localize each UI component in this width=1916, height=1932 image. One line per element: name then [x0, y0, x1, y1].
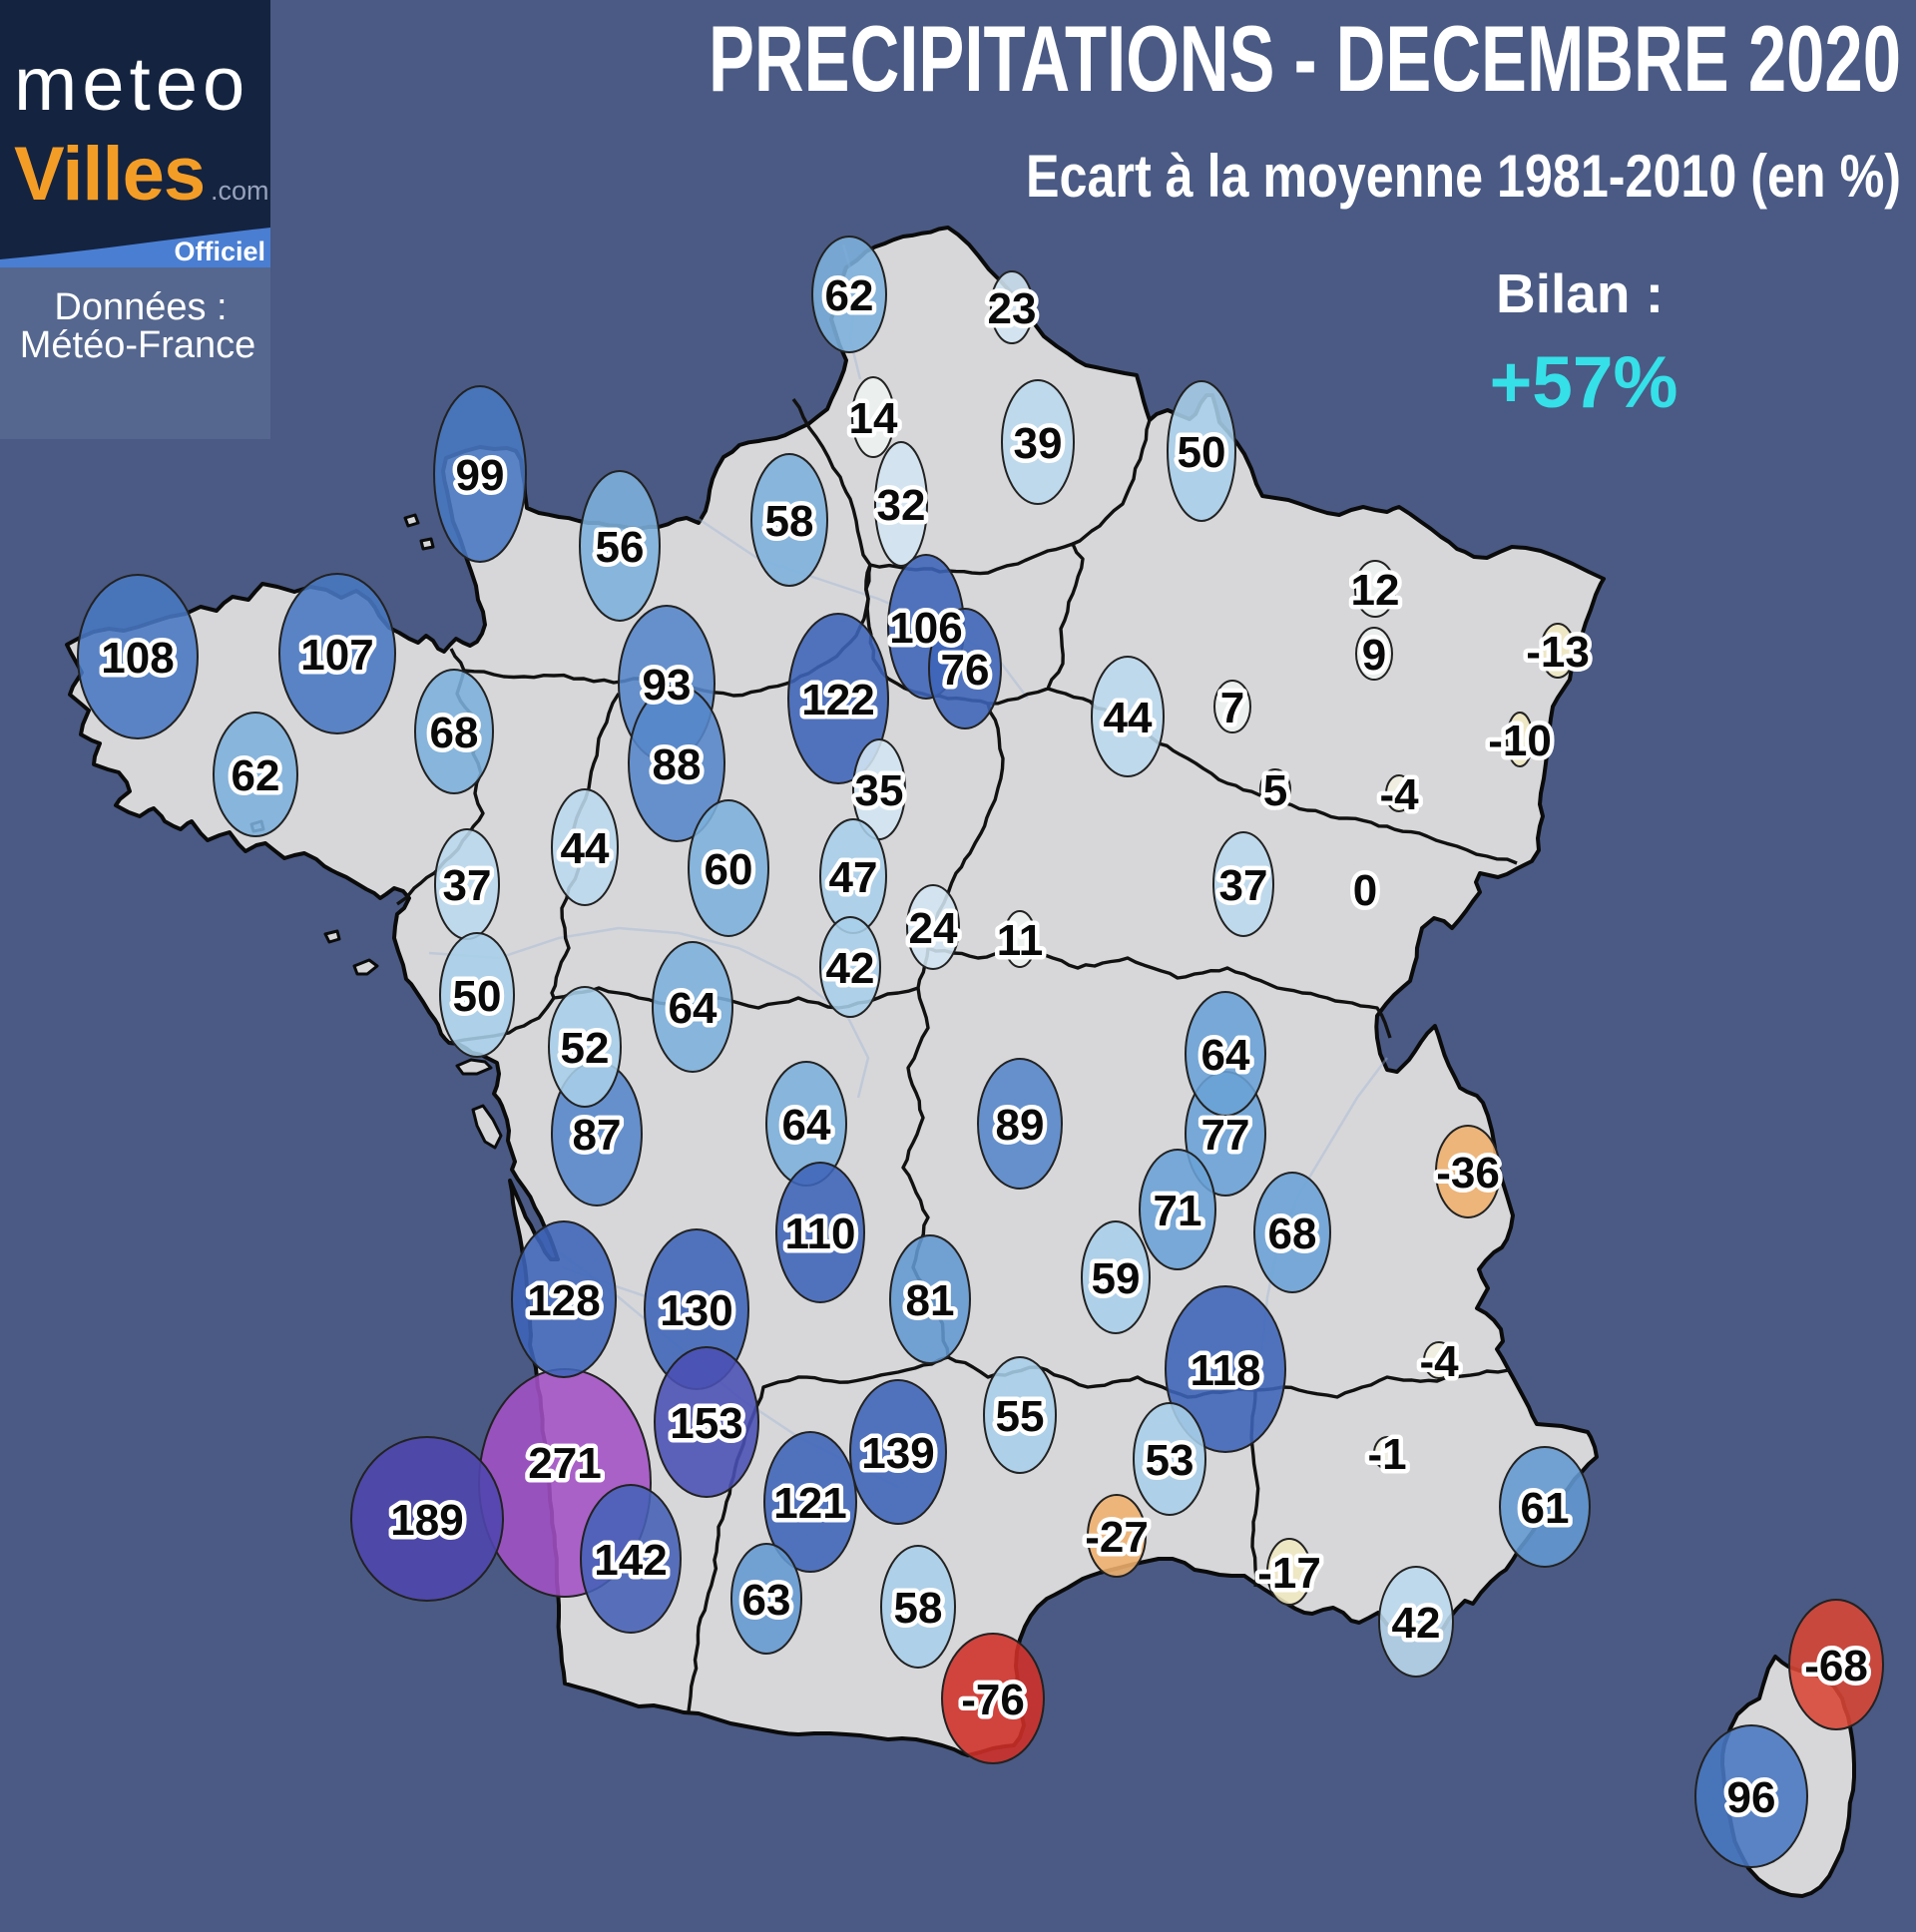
- svg-text:77: 77: [1201, 1111, 1250, 1160]
- svg-text:81: 81: [906, 1276, 955, 1325]
- svg-text:11: 11: [997, 916, 1044, 965]
- svg-text:68: 68: [430, 709, 479, 757]
- svg-text:139: 139: [861, 1429, 934, 1478]
- svg-text:24: 24: [909, 904, 958, 953]
- svg-text:.com: .com: [211, 176, 269, 206]
- svg-text:39: 39: [1014, 419, 1063, 468]
- svg-text:Officiel: Officiel: [174, 237, 265, 266]
- svg-text:108: 108: [101, 634, 174, 683]
- svg-text:88: 88: [653, 740, 702, 789]
- svg-text:47: 47: [829, 853, 878, 902]
- svg-text:42: 42: [826, 944, 875, 993]
- svg-text:Données :: Données :: [54, 286, 227, 328]
- svg-text:32: 32: [877, 481, 926, 530]
- svg-text:89: 89: [996, 1101, 1045, 1150]
- svg-text:63: 63: [742, 1576, 791, 1625]
- svg-text:Météo-France: Météo-France: [20, 324, 256, 366]
- svg-text:9: 9: [1362, 631, 1386, 680]
- svg-text:5: 5: [1263, 766, 1287, 815]
- svg-text:-4: -4: [1379, 770, 1419, 819]
- svg-text:0: 0: [1353, 866, 1377, 915]
- svg-text:37: 37: [443, 861, 492, 910]
- svg-text:44: 44: [561, 824, 610, 873]
- svg-text:Ecart à la moyenne 1981-2010 (: Ecart à la moyenne 1981-2010 (en %): [1026, 143, 1901, 210]
- svg-text:37: 37: [1219, 861, 1268, 910]
- svg-text:+57%: +57%: [1490, 342, 1678, 423]
- svg-text:128: 128: [527, 1276, 600, 1325]
- svg-text:meteo: meteo: [14, 42, 249, 127]
- svg-text:76: 76: [941, 646, 990, 695]
- svg-text:107: 107: [300, 631, 373, 680]
- svg-text:-36: -36: [1436, 1149, 1500, 1198]
- svg-text:118: 118: [1191, 1346, 1261, 1395]
- svg-text:64: 64: [1201, 1031, 1250, 1080]
- svg-text:35: 35: [855, 766, 904, 815]
- svg-text:93: 93: [643, 661, 692, 710]
- svg-text:106: 106: [889, 604, 962, 653]
- svg-text:14: 14: [849, 394, 898, 443]
- svg-text:271: 271: [528, 1439, 601, 1488]
- svg-text:-17: -17: [1257, 1549, 1321, 1598]
- svg-text:-10: -10: [1488, 717, 1552, 765]
- svg-text:59: 59: [1092, 1254, 1141, 1303]
- svg-text:62: 62: [232, 751, 280, 800]
- svg-text:58: 58: [894, 1584, 943, 1633]
- svg-text:153: 153: [670, 1399, 742, 1448]
- svg-text:52: 52: [561, 1024, 610, 1073]
- svg-text:23: 23: [988, 284, 1037, 333]
- svg-text:56: 56: [596, 523, 645, 572]
- svg-text:71: 71: [1154, 1187, 1202, 1235]
- svg-text:68: 68: [1268, 1209, 1317, 1258]
- svg-text:58: 58: [765, 497, 814, 546]
- svg-text:53: 53: [1146, 1436, 1195, 1485]
- svg-text:62: 62: [825, 271, 874, 320]
- svg-text:99: 99: [456, 451, 505, 500]
- svg-text:-68: -68: [1804, 1642, 1868, 1690]
- svg-text:121: 121: [773, 1479, 846, 1528]
- svg-text:64: 64: [669, 984, 718, 1033]
- svg-text:Bilan :: Bilan :: [1496, 262, 1664, 324]
- svg-text:-27: -27: [1085, 1513, 1149, 1562]
- svg-text:55: 55: [996, 1392, 1045, 1441]
- svg-text:7: 7: [1220, 684, 1244, 732]
- svg-text:110: 110: [785, 1209, 856, 1258]
- svg-text:130: 130: [660, 1286, 732, 1335]
- svg-text:122: 122: [801, 676, 874, 724]
- svg-text:60: 60: [705, 845, 753, 894]
- svg-text:PRECIPITATIONS - DECEMBRE 2020: PRECIPITATIONS - DECEMBRE 2020: [709, 6, 1901, 111]
- svg-text:44: 44: [1104, 694, 1153, 742]
- svg-text:87: 87: [573, 1111, 622, 1160]
- svg-text:64: 64: [782, 1101, 831, 1150]
- svg-text:-13: -13: [1526, 628, 1590, 677]
- svg-text:12: 12: [1351, 566, 1400, 615]
- svg-text:142: 142: [594, 1536, 667, 1585]
- svg-text:96: 96: [1727, 1773, 1776, 1822]
- svg-text:42: 42: [1392, 1599, 1441, 1648]
- svg-text:50: 50: [1178, 428, 1226, 477]
- svg-text:50: 50: [453, 972, 502, 1021]
- svg-text:61: 61: [1521, 1484, 1570, 1533]
- svg-text:-4: -4: [1419, 1337, 1459, 1386]
- svg-text:-76: -76: [961, 1676, 1025, 1724]
- svg-text:-1: -1: [1367, 1430, 1406, 1479]
- svg-text:189: 189: [390, 1496, 463, 1545]
- svg-text:Villes: Villes: [14, 132, 205, 217]
